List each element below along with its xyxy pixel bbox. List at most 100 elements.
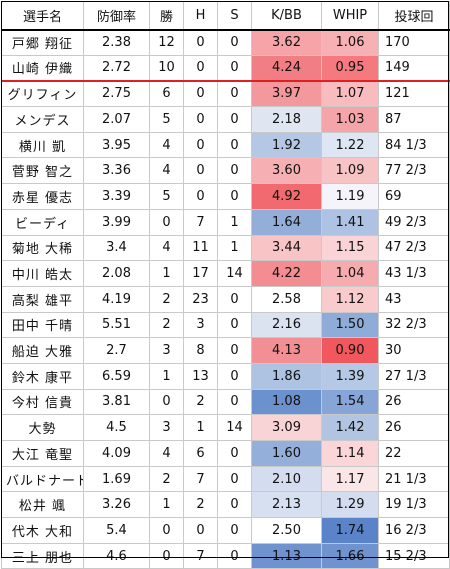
cell-saves: 0 [217, 491, 252, 519]
table-row: 戸郷 翔征 2.38 12 0 0 3.62 1.06 170 [1, 29, 450, 56]
cell-innings: 77 2/3 [378, 157, 450, 185]
cell-innings: 87 [378, 106, 450, 133]
cell-innings: 22 [378, 440, 450, 467]
cell-k-bb: 4.13 [251, 337, 322, 364]
cell-wins: 2 [149, 285, 184, 313]
cell-era: 4.19 [83, 285, 150, 313]
cell-saves: 0 [217, 362, 252, 390]
cell-saves: 0 [217, 157, 252, 185]
cell-k-bb: 2.10 [251, 465, 322, 493]
table-row: メンデス 2.07 5 0 0 2.18 1.03 87 [1, 106, 450, 133]
cell-player-name: 今村 信貴 [1, 388, 84, 416]
cell-wins: 4 [149, 440, 184, 467]
cell-k-bb: 2.13 [251, 491, 322, 519]
cell-innings: 43 [378, 285, 450, 313]
cell-player-name: 中川 皓太 [1, 260, 84, 287]
cell-wins: 0 [149, 208, 184, 236]
table-row: ビーディ 3.99 0 7 1 1.64 1.41 49 2/3 [1, 208, 450, 236]
cell-player-name: 代木 大和 [1, 517, 84, 544]
table-row: 船迫 大雅 2.7 3 8 0 4.13 0.90 30 [1, 337, 450, 364]
cell-holds: 23 [183, 285, 218, 313]
cell-whip: 1.42 [321, 414, 379, 441]
cell-k-bb: 2.18 [251, 106, 322, 133]
cell-whip: 1.12 [321, 285, 379, 313]
cell-whip: 1.19 [321, 183, 379, 210]
cell-wins: 3 [149, 337, 184, 364]
cell-era: 3.81 [83, 388, 150, 416]
cell-holds: 0 [183, 80, 218, 108]
cell-holds: 0 [183, 183, 218, 210]
cell-k-bb: 3.09 [251, 414, 322, 441]
cell-wins: 0 [149, 388, 184, 416]
cell-era: 2.72 [83, 54, 150, 82]
table-row: 今村 信貴 3.81 0 2 0 1.08 1.54 26 [1, 388, 450, 416]
cell-k-bb: 3.97 [251, 80, 322, 108]
cell-saves: 0 [217, 80, 252, 108]
cell-player-name: 大勢 [1, 414, 84, 441]
cell-whip: 1.09 [321, 157, 379, 185]
cell-saves: 0 [217, 388, 252, 416]
table-row: 大江 竜聖 4.09 4 6 0 1.60 1.14 22 [1, 440, 450, 467]
cell-wins: 1 [149, 260, 184, 287]
cell-k-bb: 1.92 [251, 131, 322, 159]
cell-saves: 0 [217, 106, 252, 133]
cell-era: 3.4 [83, 234, 150, 262]
header-k-bb: K/BB [251, 1, 322, 31]
cell-holds: 0 [183, 29, 218, 56]
cell-player-name: 高梨 雄平 [1, 285, 84, 313]
cell-holds: 8 [183, 337, 218, 364]
cell-k-bb: 3.62 [251, 29, 322, 56]
cell-saves: 0 [217, 54, 252, 82]
cell-era: 3.99 [83, 208, 150, 236]
cell-whip: 0.95 [321, 54, 379, 82]
cell-innings: 26 [378, 388, 450, 416]
table-row: 大勢 4.5 3 1 14 3.09 1.42 26 [1, 414, 450, 441]
cell-innings: 43 1/3 [378, 260, 450, 287]
cell-player-name: バルドナード [1, 465, 84, 493]
cell-wins: 5 [149, 106, 184, 133]
cell-player-name: 菊地 大稀 [1, 234, 84, 262]
table-row: 代木 大和 5.4 0 0 0 2.50 1.74 16 2/3 [1, 517, 450, 544]
cell-player-name: 大江 竜聖 [1, 440, 84, 467]
cell-wins: 3 [149, 414, 184, 441]
cell-innings: 84 1/3 [378, 131, 450, 159]
cell-saves: 0 [217, 285, 252, 313]
cell-innings: 27 1/3 [378, 362, 450, 390]
cell-wins: 6 [149, 80, 184, 108]
cell-whip: 0.90 [321, 337, 379, 364]
header-row: 選手名 防御率 勝 H S K/BB WHIP 投球回 [1, 1, 450, 31]
cell-k-bb: 2.50 [251, 517, 322, 544]
table-body: 戸郷 翔征 2.38 12 0 0 3.62 1.06 170 山崎 伊織 2.72 10 0 0 4.2… [1, 29, 450, 569]
cell-holds: 13 [183, 362, 218, 390]
header-saves: S [217, 1, 252, 31]
cell-wins: 1 [149, 491, 184, 519]
cell-holds: 1 [183, 414, 218, 441]
cell-whip: 1.74 [321, 517, 379, 544]
cell-era: 6.59 [83, 362, 150, 390]
cell-wins: 0 [149, 517, 184, 544]
cell-saves: 0 [217, 183, 252, 210]
table-row: 赤星 優志 3.39 5 0 0 4.92 1.19 69 [1, 183, 450, 210]
cell-k-bb: 1.60 [251, 440, 322, 467]
cell-era: 3.39 [83, 183, 150, 210]
cell-wins: 12 [149, 29, 184, 56]
header-whip: WHIP [321, 1, 379, 31]
cell-holds: 0 [183, 106, 218, 133]
cell-whip: 1.14 [321, 440, 379, 467]
cell-holds: 7 [183, 465, 218, 493]
cell-era: 4.09 [83, 440, 150, 467]
cell-wins: 0 [149, 542, 184, 569]
cell-player-name: 戸郷 翔征 [1, 29, 84, 56]
cell-innings: 121 [378, 80, 450, 108]
cell-wins: 4 [149, 234, 184, 262]
table-row: 菅野 智之 3.36 4 0 0 3.60 1.09 77 2/3 [1, 157, 450, 185]
cell-player-name: メンデス [1, 106, 84, 133]
cell-player-name: 松井 颯 [1, 491, 84, 519]
cell-saves: 0 [217, 311, 252, 339]
table-row: バルドナード 1.69 2 7 0 2.10 1.17 21 1/3 [1, 465, 450, 493]
cell-era: 5.4 [83, 517, 150, 544]
cell-innings: 149 [378, 54, 450, 82]
cell-wins: 2 [149, 311, 184, 339]
table-row: 菊地 大稀 3.4 4 11 1 3.44 1.15 47 2/3 [1, 234, 450, 262]
cell-k-bb: 1.08 [251, 388, 322, 416]
